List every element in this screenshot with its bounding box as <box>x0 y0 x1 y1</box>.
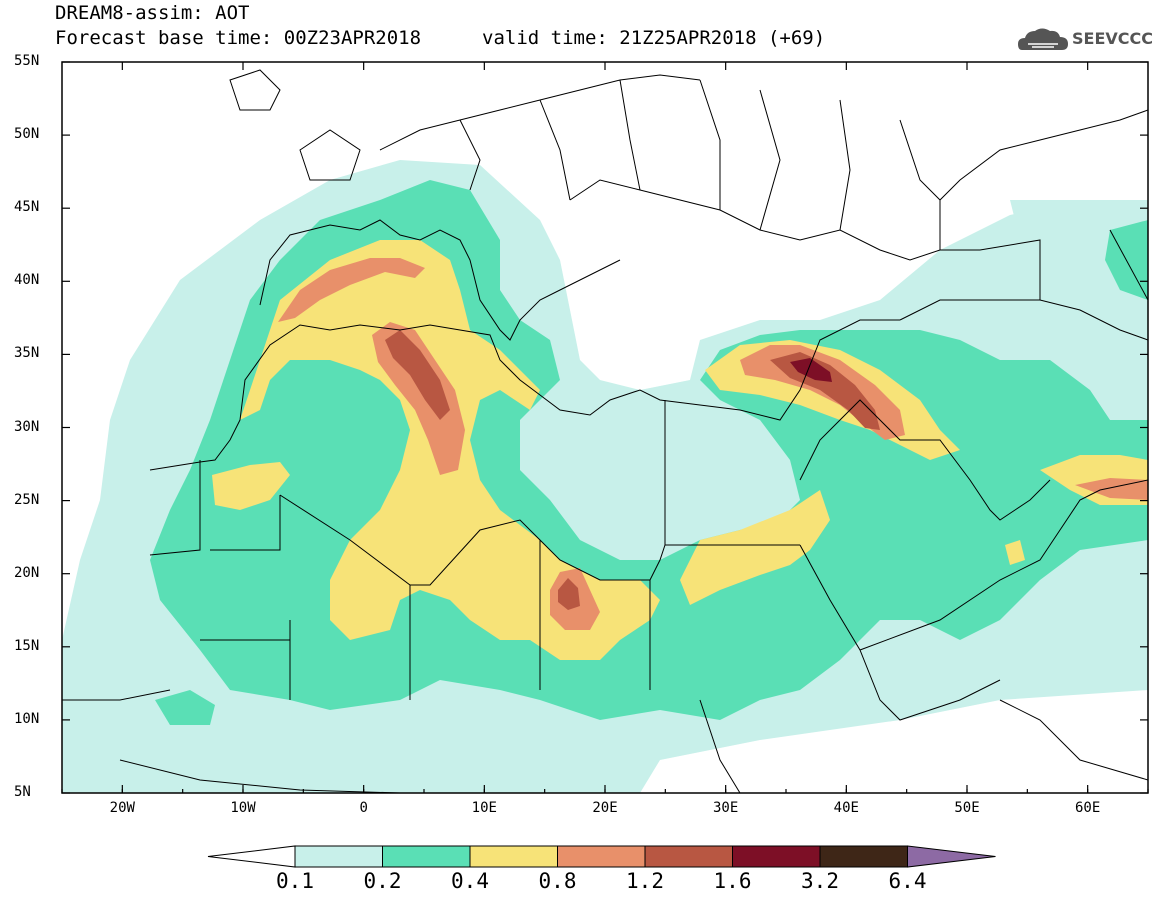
cloud-icon <box>1018 28 1068 50</box>
colorbar-label: 6.4 <box>888 869 927 893</box>
axis-ticks <box>61 61 1149 794</box>
lat-label: 40N <box>14 272 40 289</box>
colorbar-swatch <box>382 845 471 868</box>
colorbar-label: 0.1 <box>276 869 314 893</box>
lat-label: 15N <box>14 637 40 654</box>
colorbar-swatch <box>732 845 821 868</box>
lon-label: 10E <box>471 800 497 816</box>
lon-label: 10W <box>230 800 256 816</box>
lat-label: 35N <box>14 345 40 362</box>
lon-label: 20W <box>109 800 135 816</box>
lat-label: 30N <box>14 418 40 435</box>
colorbar <box>207 845 996 868</box>
colorbar-swatch <box>819 845 908 868</box>
lon-label: 20E <box>592 800 618 816</box>
lat-label: 45N <box>14 199 40 216</box>
logo-text: SEEVCCC <box>1072 29 1153 48</box>
colorbar-min-arrow <box>207 845 296 868</box>
colorbar-label: 0.4 <box>451 869 489 893</box>
lat-label: 25N <box>14 491 40 508</box>
seevccc-logo <box>1018 28 1068 50</box>
map-title: DREAM8-assim: AOT <box>55 2 250 24</box>
colorbar-swatch <box>557 845 646 868</box>
lat-label: 55N <box>14 53 40 69</box>
colorbar-label: 1.6 <box>713 869 752 893</box>
lat-label: 10N <box>14 710 40 727</box>
colorbar-swatch <box>644 845 733 868</box>
aot-level-1.6 <box>790 358 832 382</box>
forecast-base-time: Forecast base time: 00Z23APR2018 <box>55 27 422 49</box>
lon-label: 60E <box>1075 800 1101 816</box>
lon-label: 40E <box>833 800 859 816</box>
colorbar-label: 3.2 <box>801 869 839 893</box>
lat-label: 50N <box>14 126 40 143</box>
lat-label: 5N <box>14 784 31 800</box>
borders <box>62 69 1148 793</box>
colorbar-swatch <box>294 845 383 868</box>
colorbar-label: 1.2 <box>626 869 664 893</box>
colorbar-label: 0.2 <box>363 869 402 893</box>
lon-label: 0 <box>359 800 368 816</box>
colorbar-label: 0.8 <box>538 869 577 893</box>
lat-label: 20N <box>14 564 40 581</box>
lon-label: 30E <box>713 800 739 816</box>
valid-time: valid time: 21Z25APR2018 (+69) <box>482 27 826 49</box>
lon-label: 50E <box>954 800 980 816</box>
colorbar-max-arrow <box>907 845 996 868</box>
aot-level-1.2 <box>385 330 880 610</box>
colorbar-swatch <box>469 845 558 868</box>
